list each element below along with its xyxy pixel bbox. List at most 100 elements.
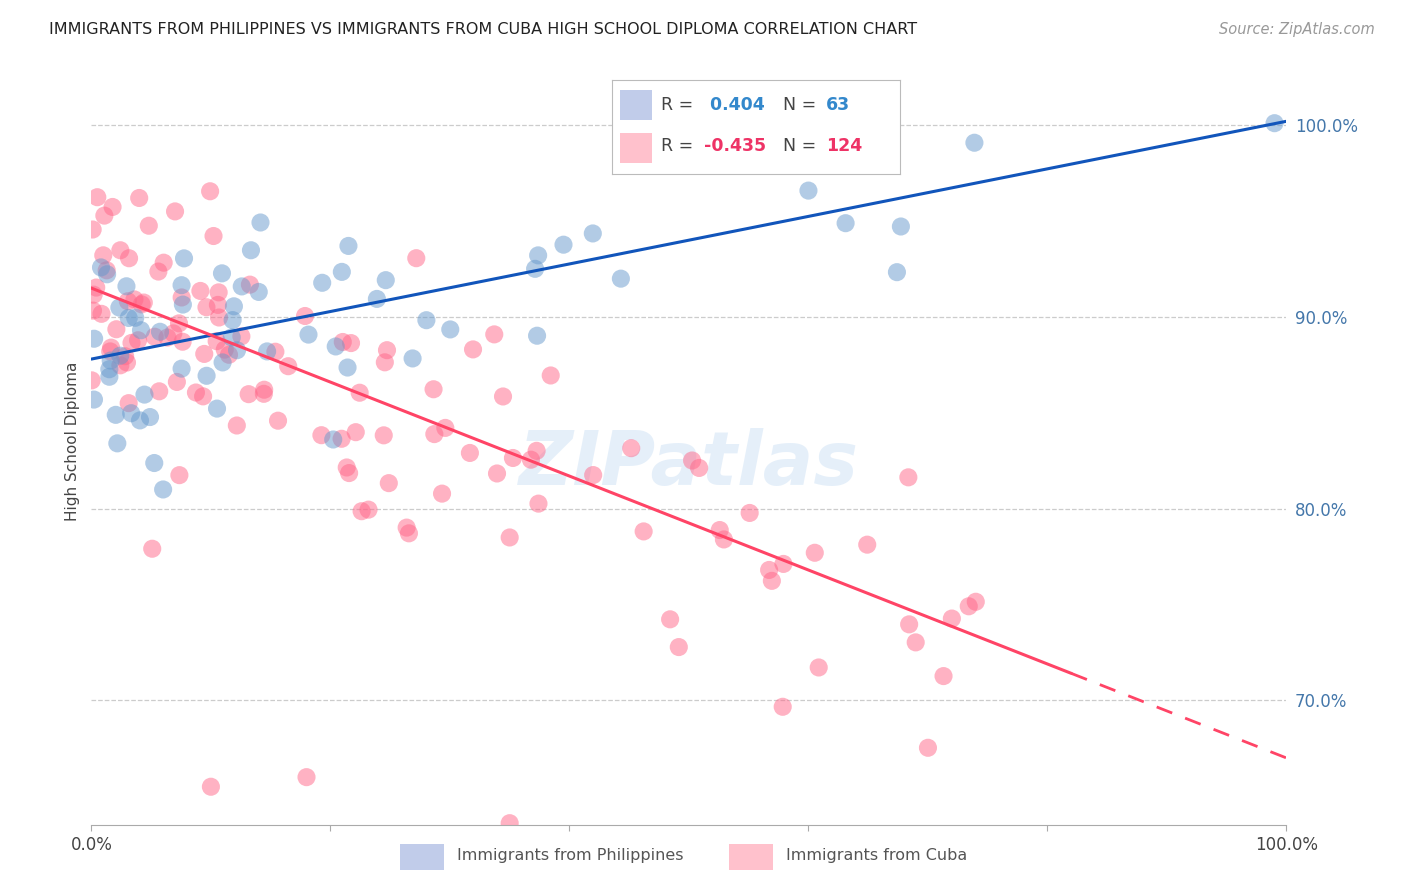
Text: R =: R = — [661, 96, 699, 114]
Point — [86, 190, 108, 204]
Point — [143, 456, 166, 470]
Point — [143, 329, 166, 343]
Point — [738, 506, 761, 520]
Point — [886, 265, 908, 279]
Point — [295, 770, 318, 784]
Point — [80, 373, 103, 387]
Point — [375, 343, 398, 358]
Point — [932, 669, 955, 683]
Point — [249, 215, 271, 229]
Point — [169, 468, 191, 483]
Point — [395, 520, 418, 534]
Point — [807, 660, 830, 674]
Point — [124, 310, 146, 325]
Point — [214, 343, 236, 357]
Point — [221, 330, 243, 344]
Point — [405, 251, 427, 265]
Point — [681, 453, 703, 467]
Point — [148, 384, 170, 399]
Point — [184, 385, 207, 400]
Point — [965, 595, 987, 609]
Point — [225, 418, 247, 433]
Point — [485, 467, 508, 481]
Point — [156, 330, 179, 344]
FancyBboxPatch shape — [620, 89, 652, 120]
Point — [349, 385, 371, 400]
Point — [633, 524, 655, 539]
Point — [83, 332, 105, 346]
Point — [423, 427, 446, 442]
Point — [398, 526, 420, 541]
Point — [100, 341, 122, 355]
Text: IMMIGRANTS FROM PHILIPPINES VS IMMIGRANTS FROM CUBA HIGH SCHOOL DIPLOMA CORRELAT: IMMIGRANTS FROM PHILIPPINES VS IMMIGRANT… — [49, 22, 917, 37]
Point — [82, 303, 104, 318]
Point — [277, 359, 299, 374]
Point — [110, 359, 132, 373]
Point — [239, 244, 262, 258]
Point — [803, 546, 825, 560]
Point — [118, 310, 141, 325]
Point — [127, 333, 149, 347]
Text: N =: N = — [772, 137, 821, 155]
Point — [330, 265, 353, 279]
Point — [239, 277, 262, 292]
Point — [207, 298, 229, 312]
Point — [101, 200, 124, 214]
Text: R =: R = — [661, 137, 699, 155]
Point — [582, 468, 605, 483]
Point — [337, 239, 360, 253]
Point — [84, 280, 107, 294]
Point — [195, 368, 218, 383]
Text: 63: 63 — [827, 96, 851, 114]
Point — [620, 441, 643, 455]
Point — [118, 396, 141, 410]
Point — [221, 313, 243, 327]
Point — [498, 816, 520, 830]
Point — [129, 323, 152, 337]
Point — [115, 279, 138, 293]
Point — [238, 387, 260, 401]
Point — [297, 327, 319, 342]
Point — [540, 368, 562, 383]
Point — [344, 425, 367, 439]
Point — [439, 322, 461, 336]
Point — [226, 343, 249, 358]
Point — [83, 287, 105, 301]
Point — [114, 349, 136, 363]
Point — [129, 413, 152, 427]
Point — [374, 355, 396, 369]
Point — [211, 266, 233, 280]
Point — [91, 248, 114, 262]
Point — [148, 264, 170, 278]
FancyBboxPatch shape — [620, 133, 652, 162]
Point — [524, 261, 547, 276]
Point — [166, 375, 188, 389]
Point — [96, 267, 118, 281]
Point — [163, 204, 186, 219]
Point — [904, 635, 927, 649]
Point — [190, 284, 212, 298]
Point — [105, 436, 128, 450]
Point — [1264, 116, 1286, 130]
Point — [96, 263, 118, 277]
FancyBboxPatch shape — [728, 844, 773, 870]
Point — [247, 285, 270, 299]
Point — [162, 326, 184, 341]
Point — [253, 386, 276, 401]
Point — [218, 348, 240, 362]
Point — [941, 611, 963, 625]
Point — [93, 209, 115, 223]
Point — [553, 237, 575, 252]
Point — [688, 461, 710, 475]
Point — [458, 446, 481, 460]
Point — [325, 339, 347, 353]
Point — [149, 325, 172, 339]
Y-axis label: High School Diploma: High School Diploma — [65, 362, 80, 521]
Point — [117, 294, 139, 309]
Point — [208, 310, 231, 325]
Point — [198, 184, 221, 198]
Point — [120, 406, 142, 420]
Point — [98, 344, 121, 359]
Point — [131, 297, 153, 311]
Point — [772, 557, 794, 571]
